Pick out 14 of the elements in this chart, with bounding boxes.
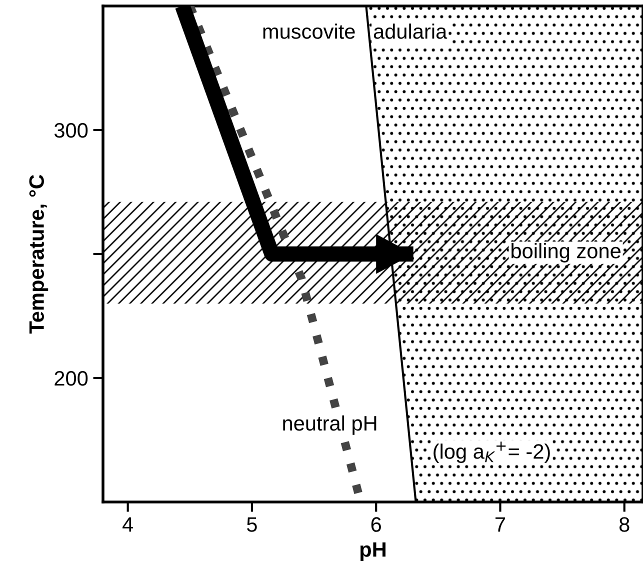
x-axis-title: pH (360, 542, 386, 561)
band-label: boiling zone (512, 243, 620, 262)
annotation: neutral pH (283, 415, 376, 435)
annotation: adularia (374, 24, 448, 39)
x-tick-label: 5 (247, 517, 257, 532)
annotation: (log a$_{K}$$^{+}$= -2) (434, 442, 550, 464)
y-tick-label: 200 (54, 371, 88, 386)
y-axis-title: Temperature, °C (29, 174, 48, 334)
x-tick-label: 8 (619, 517, 630, 532)
annotation: muscovite (263, 24, 355, 39)
y-tick-label: 300 (54, 123, 88, 138)
x-tick-label: 6 (371, 517, 381, 532)
x-tick-label: 7 (496, 517, 505, 532)
x-tick-label: 4 (122, 517, 134, 532)
